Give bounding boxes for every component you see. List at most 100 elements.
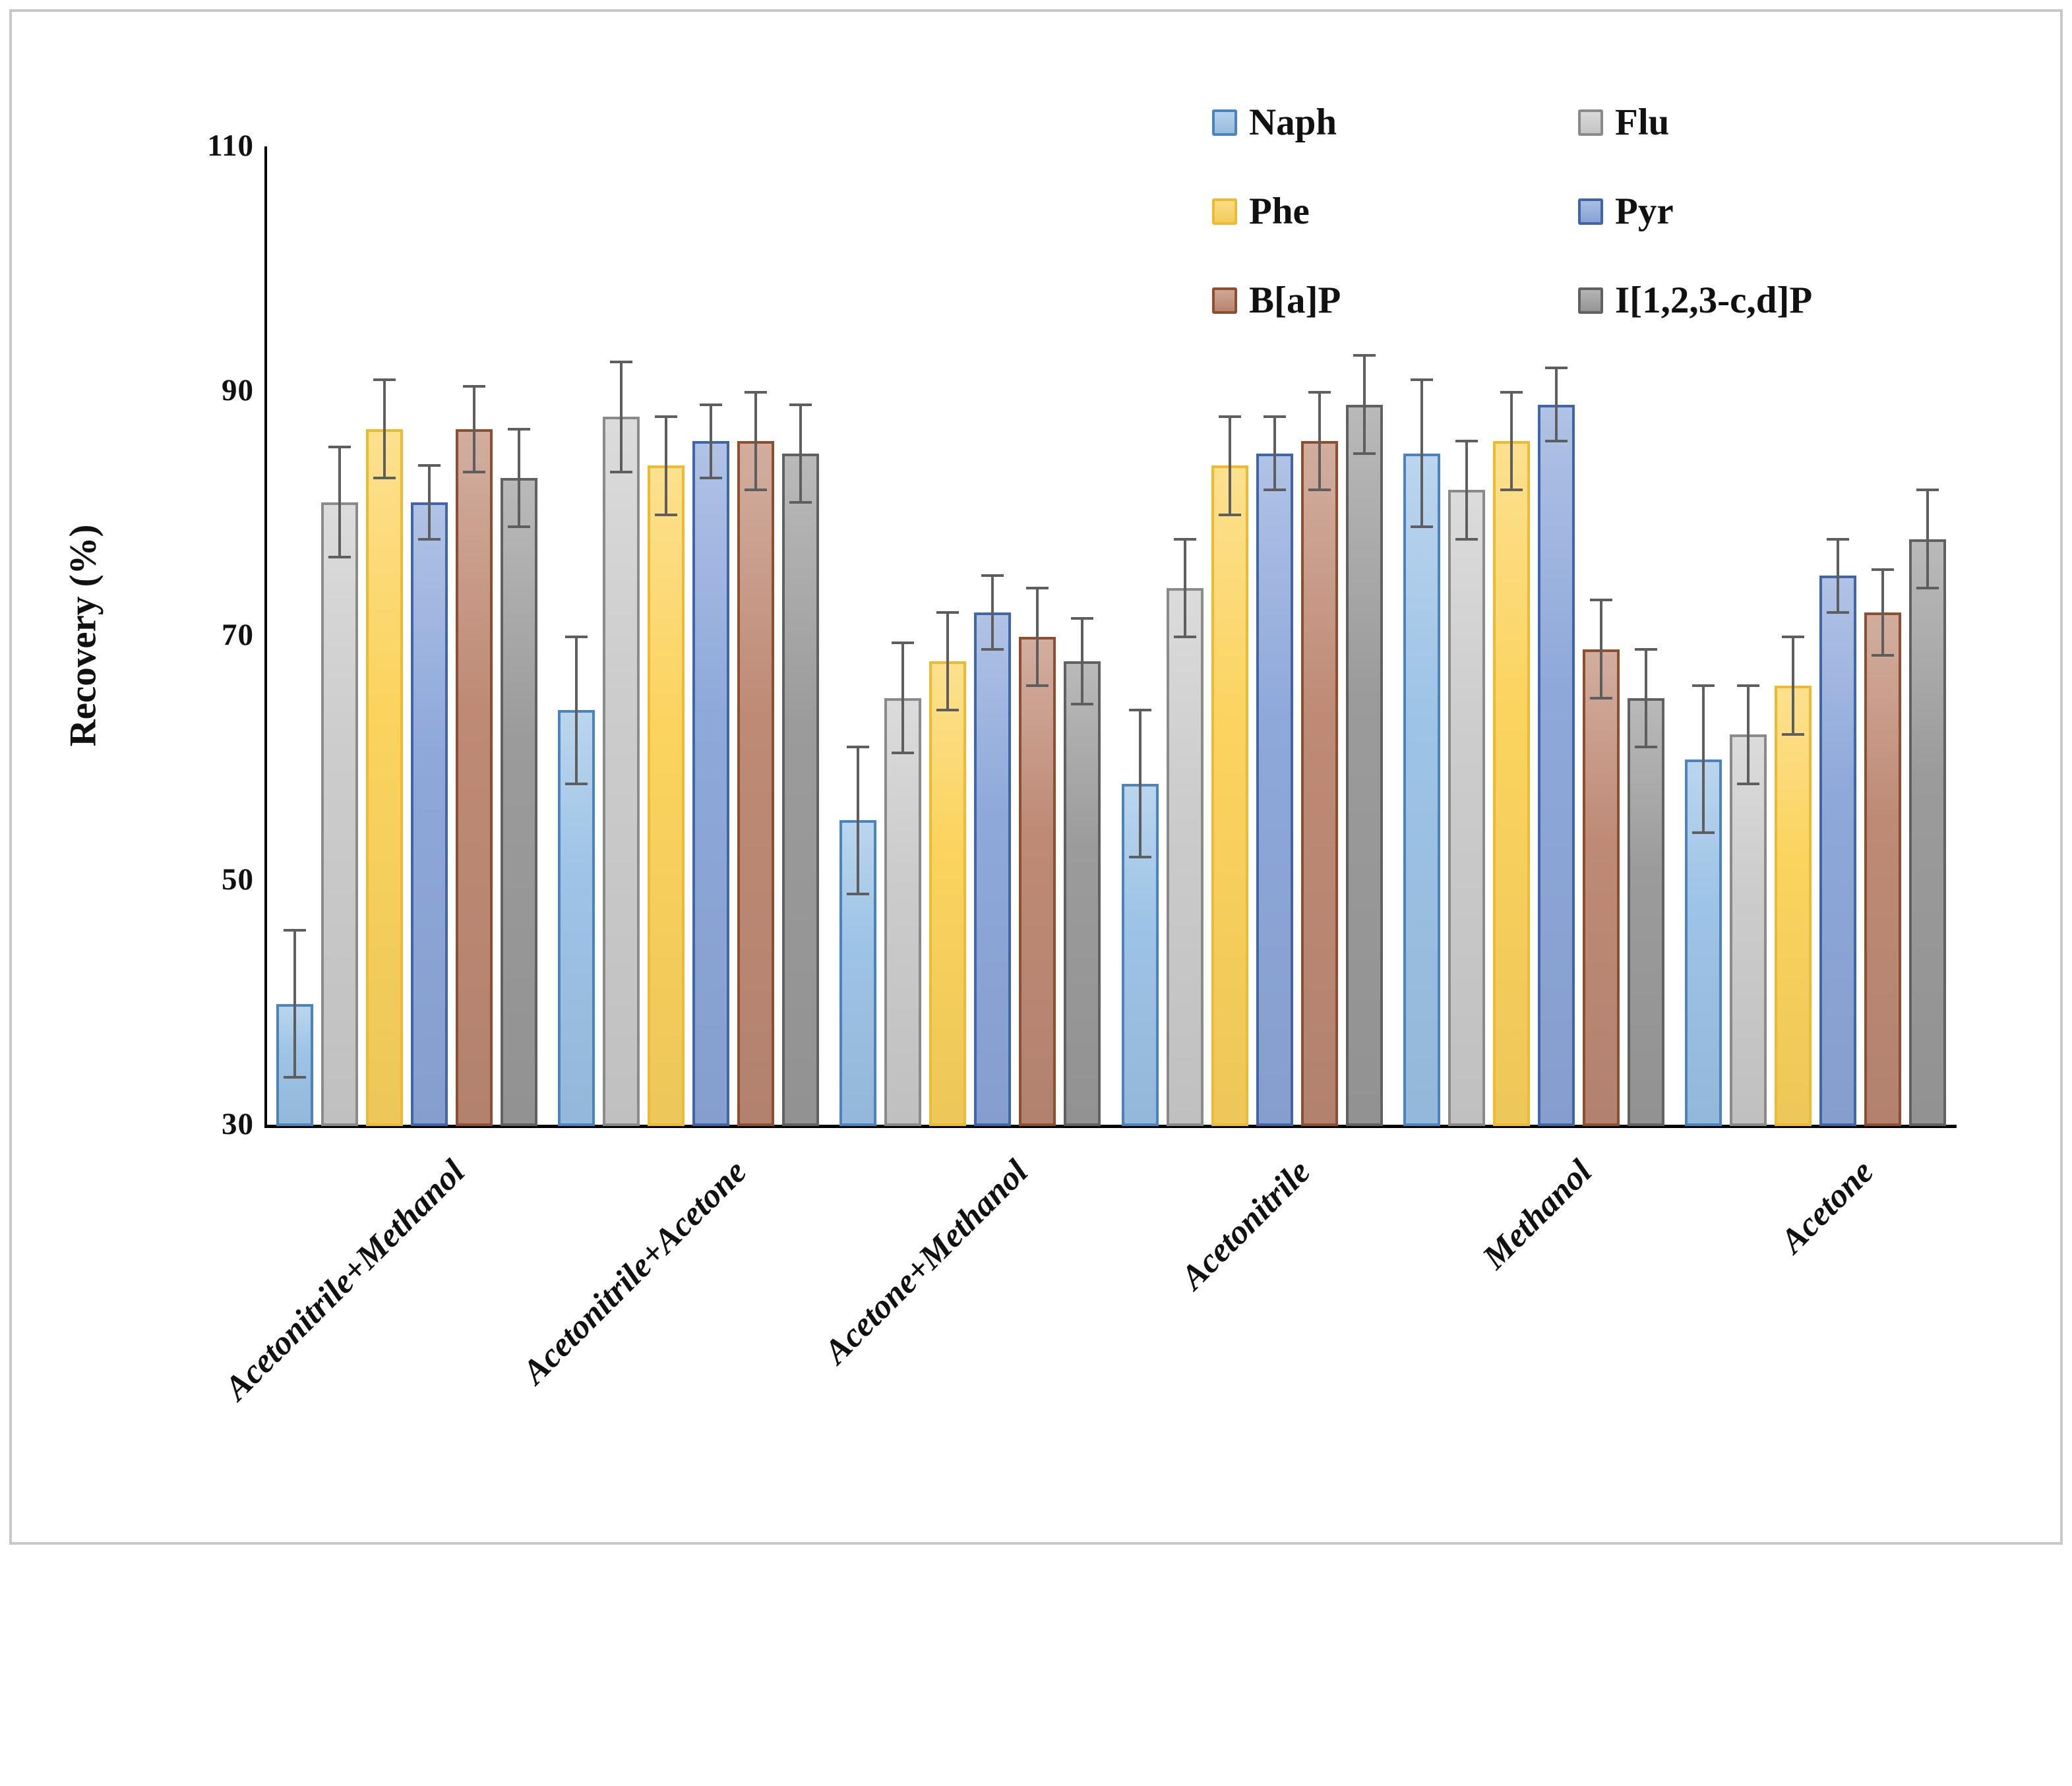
y-tick-label-70: 70 — [222, 618, 254, 652]
bar-flu-acetonitrile-acetone — [603, 417, 640, 1126]
bar-naph-acetonitrile-acetone — [558, 710, 595, 1126]
legend-swatch-i-1-2-3-c-d-p — [1578, 287, 1603, 314]
error-bar-line — [1138, 710, 1142, 857]
error-bar-line — [517, 429, 520, 527]
error-bar-cap-top — [1737, 684, 1760, 688]
bar-b-a-p-methanol — [1583, 649, 1620, 1126]
error-bar-cap-bottom — [1263, 489, 1286, 492]
error-bar-cap-bottom — [610, 470, 632, 473]
bar-i-1-2-3-c-d-p-acetonitrile-acetone — [782, 453, 819, 1126]
error-bar-cap-top — [565, 636, 588, 638]
error-bar-cap-bottom — [745, 489, 767, 492]
error-bar-cap-bottom — [1071, 703, 1094, 706]
error-bar-cap-top — [1308, 391, 1331, 394]
error-bar-cap-bottom — [373, 476, 396, 479]
error-bar-cap-bottom — [328, 556, 351, 559]
error-bar-cap-top — [1173, 537, 1196, 541]
bar-i-1-2-3-c-d-p-methanol — [1628, 698, 1664, 1126]
x-axis-line — [264, 1125, 1957, 1128]
y-tick-label-90: 90 — [222, 373, 254, 407]
bar-phe-acetone-methanol — [929, 661, 967, 1126]
error-bar-cap-bottom — [1782, 733, 1805, 736]
legend-swatch-phe — [1212, 198, 1237, 225]
error-bar-line — [1318, 392, 1321, 491]
legend-label-flu: Flu — [1615, 102, 1670, 143]
error-bar-cap-bottom — [1455, 537, 1478, 541]
error-bar-line — [1702, 686, 1705, 833]
legend-item-phe: Phe — [1212, 190, 1310, 233]
error-bar-line — [382, 380, 386, 478]
error-bar-cap-top — [283, 929, 306, 932]
bar-naph-methanol — [1403, 453, 1440, 1126]
legend-swatch-flu — [1578, 109, 1603, 136]
error-bar-line — [1645, 649, 1647, 747]
error-bar-line — [1510, 392, 1513, 491]
bar-i-1-2-3-c-d-p-acetone — [1909, 539, 1947, 1126]
error-bar-line — [1183, 539, 1186, 637]
bar-phe-acetonitrile — [1211, 465, 1248, 1126]
error-bar-cap-top — [936, 610, 960, 614]
error-bar-cap-top — [1026, 586, 1049, 589]
legend-label-pyr: Pyr — [1615, 191, 1674, 232]
error-bar-line — [799, 404, 802, 502]
error-bar-cap-bottom — [283, 1075, 306, 1079]
error-bar-line — [946, 612, 950, 711]
y-tick-label-50: 50 — [222, 862, 254, 897]
error-bar-line — [1555, 367, 1558, 442]
error-bar-cap-bottom — [1218, 513, 1241, 516]
error-bar-cap-bottom — [700, 476, 722, 479]
error-bar-cap-top — [892, 641, 915, 645]
bar-phe-methanol — [1493, 441, 1530, 1126]
legend-item-b-a-p: B[a]P — [1212, 279, 1341, 322]
bar-flu-acetonitrile-methanol — [320, 502, 358, 1126]
bar-pyr-acetone — [1819, 576, 1857, 1126]
legend-swatch-pyr — [1578, 198, 1603, 225]
error-bar-line — [620, 361, 623, 472]
error-bar-cap-top — [373, 378, 396, 382]
bar-b-a-p-acetonitrile — [1300, 441, 1338, 1126]
error-bar-cap-bottom — [936, 709, 960, 712]
error-bar-line — [1926, 490, 1930, 588]
error-bar-cap-top — [1353, 354, 1376, 357]
error-bar-cap-bottom — [565, 782, 588, 785]
y-tick-label-30: 30 — [222, 1107, 254, 1141]
error-bar-cap-bottom — [1872, 653, 1895, 657]
error-bar-line — [293, 930, 296, 1077]
error-bar-cap-bottom — [789, 500, 812, 504]
error-bar-line — [1465, 441, 1468, 539]
bar-i-1-2-3-c-d-p-acetonitrile — [1345, 404, 1383, 1126]
bar-b-a-p-acetonitrile-acetone — [737, 441, 774, 1126]
error-bar-cap-bottom — [1411, 525, 1433, 529]
error-bar-cap-top — [1872, 568, 1895, 571]
error-bar-cap-bottom — [981, 647, 1004, 651]
error-bar-cap-top — [1916, 489, 1939, 492]
error-bar-cap-bottom — [1635, 745, 1657, 748]
error-bar-line — [338, 447, 341, 558]
error-bar-cap-bottom — [1173, 636, 1196, 638]
error-bar-line — [1747, 686, 1750, 784]
error-bar-line — [665, 417, 667, 515]
legend-label-i-1-2-3-c-d-p: I[1,2,3-c,d]P — [1615, 280, 1813, 321]
error-bar-cap-bottom — [1916, 586, 1939, 589]
y-axis-title: Recovery (%) — [62, 524, 104, 747]
error-bar-cap-top — [847, 745, 870, 748]
error-bar-line — [991, 576, 994, 649]
bar-phe-acetonitrile-acetone — [648, 465, 685, 1126]
error-bar-line — [1420, 380, 1423, 527]
bar-b-a-p-acetone — [1864, 612, 1902, 1126]
error-bar-cap-top — [462, 384, 485, 388]
error-bar-line — [1362, 355, 1366, 454]
error-bar-cap-top — [1692, 684, 1715, 688]
bar-flu-acetone — [1730, 734, 1767, 1126]
legend-item-flu: Flu — [1578, 101, 1669, 144]
error-bar-cap-top — [1128, 709, 1151, 712]
error-bar-cap-top — [417, 464, 441, 467]
error-bar-cap-bottom — [1692, 831, 1715, 834]
error-bar-line — [754, 392, 757, 491]
bar-flu-acetonitrile — [1166, 587, 1204, 1126]
error-bar-cap-top — [1827, 537, 1850, 541]
error-bar-cap-bottom — [1545, 440, 1568, 443]
error-bar-cap-top — [1455, 440, 1478, 443]
error-bar-cap-top — [1218, 415, 1241, 419]
bar-i-1-2-3-c-d-p-acetone-methanol — [1064, 661, 1101, 1126]
